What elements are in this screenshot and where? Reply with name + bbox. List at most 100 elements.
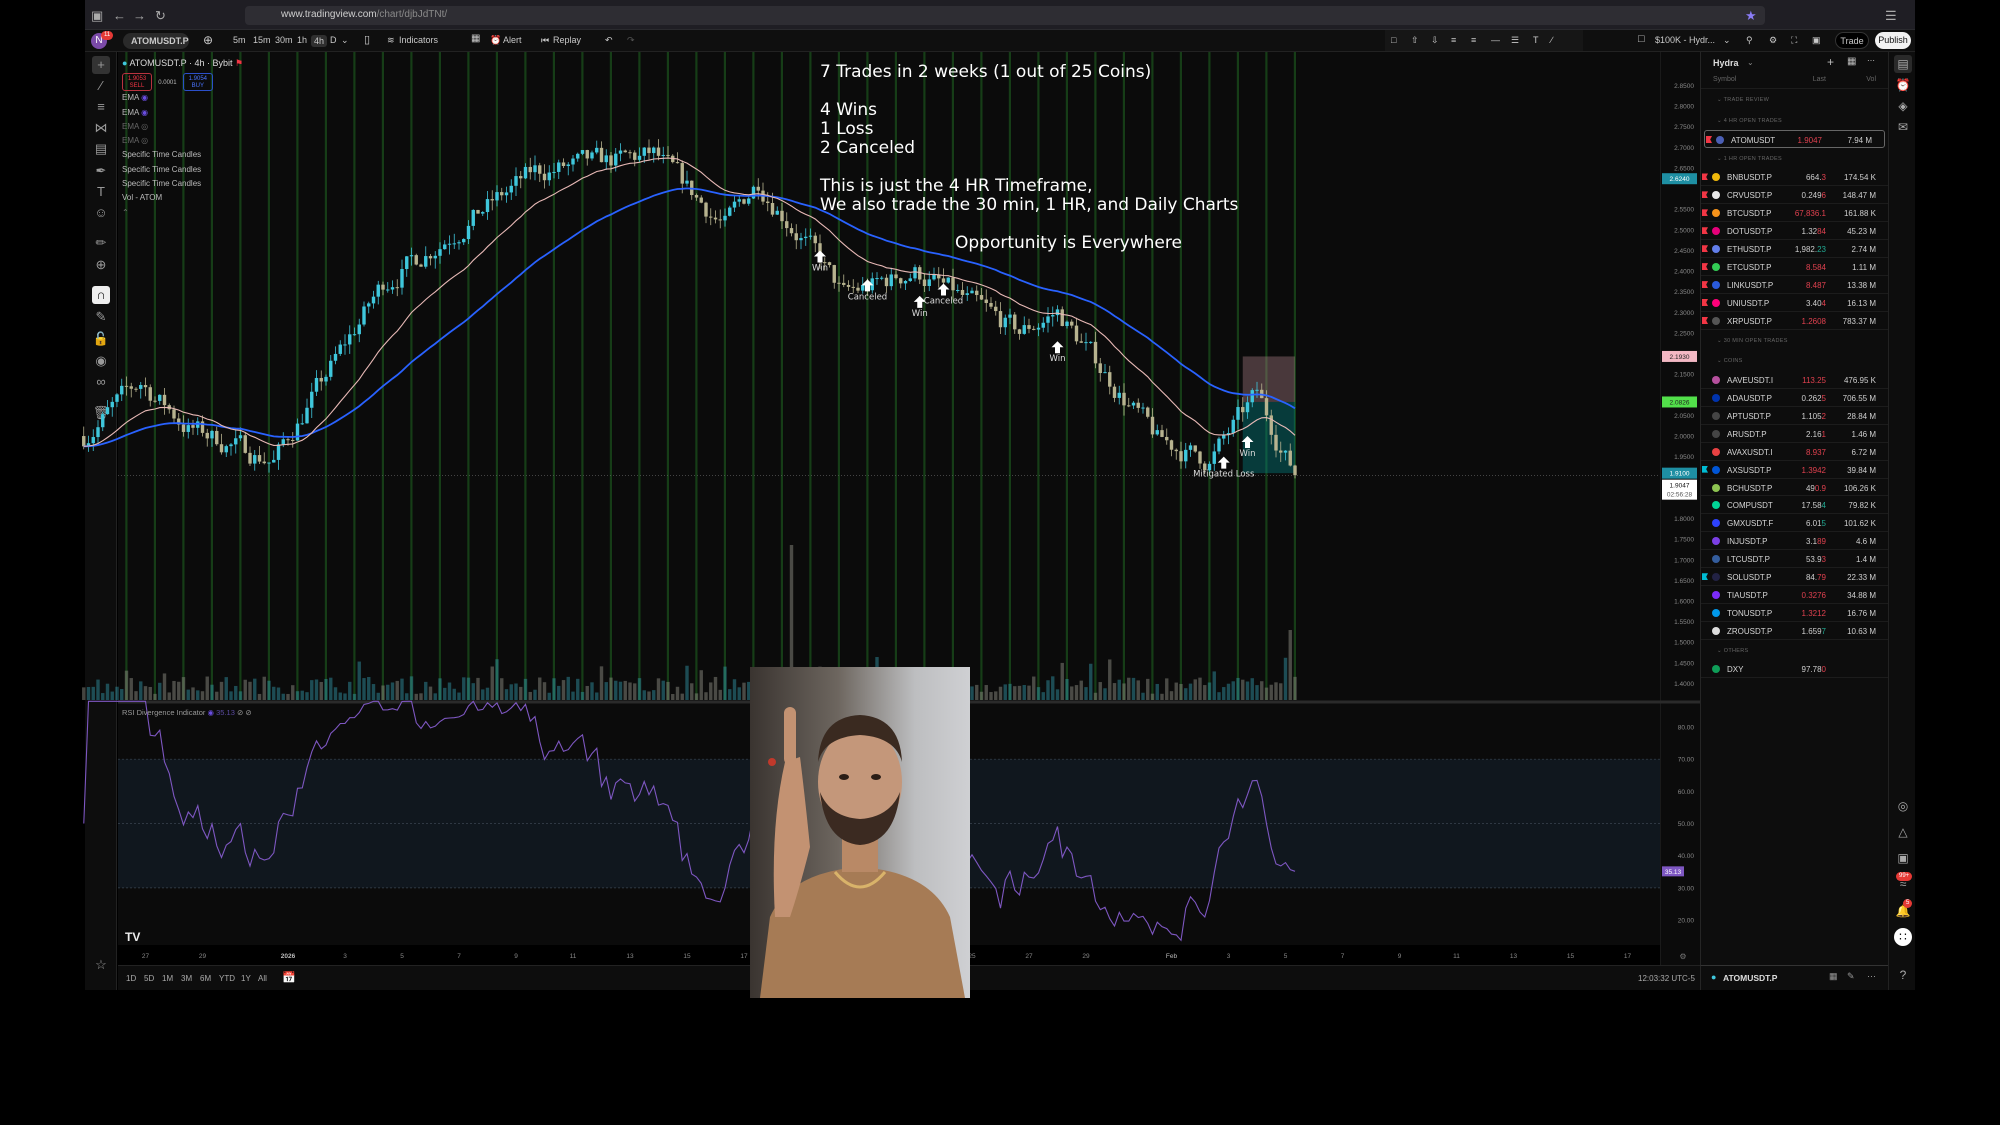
- trade-button[interactable]: Trade: [1835, 32, 1869, 49]
- range-6m[interactable]: 6M: [200, 974, 212, 983]
- more-icon[interactable]: ⋯: [1867, 971, 1876, 981]
- watchlist-section-header[interactable]: ⌄ COINS: [1717, 358, 1743, 365]
- timeframe-15m[interactable]: 15m: [253, 35, 271, 45]
- legend-volume[interactable]: Vol - ATOM: [122, 193, 163, 203]
- legend-ema-1[interactable]: EMA ◉: [122, 93, 243, 107]
- forecast-icon[interactable]: ▤: [94, 141, 108, 156]
- emoji-icon[interactable]: ☺: [94, 205, 108, 220]
- watchlist-row[interactable]: TONUSDT.P 1.3212 16.76 M: [1701, 604, 1888, 622]
- trade-marker[interactable]: Canceled: [924, 283, 963, 306]
- pattern-icon[interactable]: ⋈: [94, 120, 108, 135]
- range-ytd[interactable]: YTD: [219, 974, 235, 983]
- lock-icon[interactable]: 🔓: [92, 331, 110, 346]
- tradingview-logo[interactable]: TV: [125, 930, 141, 944]
- link-icon[interactable]: ∞: [96, 374, 106, 389]
- hide-icon[interactable]: ◉: [95, 353, 107, 368]
- watchlist-row[interactable]: APTUSDT.P 1.1052 28.84 M: [1701, 407, 1888, 425]
- watchlist-row[interactable]: BNBUSDT.P 664.3 174.54 K: [1701, 168, 1888, 187]
- watchlist-icon[interactable]: ▤: [1894, 55, 1912, 73]
- short-position-tool-icon[interactable]: ≡: [1471, 35, 1477, 45]
- forward-icon[interactable]: →: [133, 8, 146, 23]
- watchlist-row[interactable]: LTCUSDT.P 53.93 1.4 M: [1701, 550, 1888, 569]
- trade-marker[interactable]: Mitigated Loss: [1193, 456, 1255, 480]
- range-all[interactable]: All: [258, 974, 267, 983]
- layouts-grid-icon[interactable]: ▦: [471, 33, 481, 44]
- indicators-button[interactable]: Indicators: [399, 35, 439, 45]
- watchlist-row[interactable]: SOLUSDT.P 84.79 22.33 M: [1701, 568, 1888, 587]
- trade-marker[interactable]: Win: [812, 250, 828, 273]
- legend-ema-3[interactable]: EMA ◎: [122, 122, 243, 136]
- symbol-search-button[interactable]: ATOMUSDT.P: [123, 33, 189, 49]
- buy-button[interactable]: 1.9054 BUY: [182, 73, 213, 92]
- watchlist-row[interactable]: BTCUSDT.P 67,836.1 161.88 K: [1701, 204, 1888, 223]
- tabs-icon[interactable]: ▣: [91, 8, 104, 23]
- watchlist-row[interactable]: ATOMUSDT 1.9047 7.94 M: [1704, 130, 1885, 148]
- flag-icon[interactable]: [1702, 281, 1708, 289]
- watchlist-row[interactable]: ZROUSDT.P 1.6597 10.63 M: [1701, 622, 1888, 640]
- flag-icon[interactable]: [1702, 209, 1708, 217]
- replay-icon[interactable]: ⏮: [541, 35, 550, 45]
- watchlist-row[interactable]: ADAUSDT.P 0.2625 706.55 M: [1701, 389, 1888, 407]
- timeframe-d[interactable]: D: [330, 35, 337, 45]
- range-5d[interactable]: 5D: [144, 974, 155, 983]
- trade-marker[interactable]: Win: [912, 295, 928, 319]
- flag-icon[interactable]: [1702, 573, 1708, 581]
- apps-grid-icon[interactable]: ∷: [1894, 928, 1912, 946]
- timeframe-chevron-icon[interactable]: ⌄: [341, 35, 349, 45]
- watchlist-row[interactable]: UNIUSDT.P 3.404 16.13 M: [1701, 294, 1888, 312]
- watchlist-row[interactable]: CRVUSDT.P 0.2496 148.47 M: [1701, 186, 1888, 205]
- timeframe-5m[interactable]: 5m: [233, 35, 246, 45]
- sell-button[interactable]: 1.9053 SELL: [122, 73, 152, 92]
- legend-ema-2[interactable]: EMA ◉: [122, 108, 243, 122]
- snapshot-icon[interactable]: ▣: [1812, 35, 1821, 45]
- flag-icon[interactable]: [1702, 245, 1708, 253]
- quick-search-icon[interactable]: ⚲: [1746, 35, 1753, 45]
- visibility-icon[interactable]: ◉: [141, 107, 149, 117]
- watchlist-row[interactable]: ETHUSDT.P 1,982.23 2.74 M: [1701, 240, 1888, 259]
- watchlist-row[interactable]: COMPUSDT 17.584 79.82 K: [1701, 496, 1888, 515]
- undo-icon[interactable]: ↶: [605, 35, 613, 45]
- trend-line-icon[interactable]: ∕: [99, 78, 103, 93]
- axis-settings-icon[interactable]: ⚙: [1679, 952, 1686, 961]
- calendar-icon[interactable]: ▣: [1897, 851, 1909, 865]
- alert-button[interactable]: Alert: [503, 35, 522, 45]
- text-icon[interactable]: T: [97, 184, 105, 199]
- flag-icon[interactable]: [1702, 173, 1708, 181]
- arrow-up-tool-icon[interactable]: ⇧: [1411, 35, 1419, 45]
- timeframe-4h[interactable]: 4h: [311, 35, 328, 47]
- chat-icon[interactable]: ✉: [1897, 120, 1909, 134]
- fullscreen-icon[interactable]: ⛶: [1791, 35, 1798, 45]
- account-checkbox-icon[interactable]: □: [1638, 33, 1645, 45]
- url-bar[interactable]: www.tradingview.com/chart/djbJdTNt/: [245, 6, 1765, 25]
- target-icon[interactable]: ◎: [1897, 799, 1909, 813]
- watchlist-row[interactable]: XRPUSDT.P 1.2608 783.37 M: [1701, 312, 1888, 330]
- timeframe-30m[interactable]: 30m: [275, 35, 293, 45]
- watchlist-row[interactable]: AAVEUSDT.I 113.25 476.95 K: [1701, 371, 1888, 389]
- zoom-in-icon[interactable]: ⊕: [95, 257, 107, 272]
- long-position-tool-icon[interactable]: ≡: [1451, 35, 1457, 45]
- watchlist-section-header[interactable]: ⌄ 4 HR OPEN TRADES: [1717, 117, 1782, 124]
- watchlist-row[interactable]: AVAXUSDT.I 8.937 6.72 M: [1701, 443, 1888, 461]
- watchlist-row[interactable]: INJUSDT.P 3.189 4.6 M: [1701, 532, 1888, 551]
- stay-drawing-icon[interactable]: ✎: [95, 309, 107, 324]
- bookmark-star-icon[interactable]: ★: [1745, 8, 1757, 23]
- publish-button[interactable]: Publish: [1875, 32, 1911, 49]
- watchlist-row[interactable]: ETCUSDT.P 8.584 1.11 M: [1701, 258, 1888, 277]
- crosshair-icon[interactable]: +: [92, 56, 110, 74]
- brush-icon[interactable]: ✒: [95, 163, 107, 178]
- watchlist-row[interactable]: DXY 97.780: [1701, 660, 1888, 679]
- hidden-eye-icon[interactable]: ◎: [141, 136, 149, 146]
- range-1d[interactable]: 1D: [126, 974, 137, 983]
- flag-icon[interactable]: [1702, 316, 1708, 324]
- ruler-icon[interactable]: ✏: [95, 235, 107, 250]
- favorites-star-icon[interactable]: ☆: [95, 957, 107, 972]
- column-symbol[interactable]: Symbol: [1713, 76, 1737, 83]
- magnet-icon[interactable]: ∩: [92, 286, 110, 304]
- watchlist-row[interactable]: DOTUSDT.P 1.3284 45.23 M: [1701, 222, 1888, 241]
- visibility-icon[interactable]: ◉: [141, 93, 149, 103]
- watchlist-row[interactable]: TIAUSDT.P 0.3276 34.88 M: [1701, 586, 1888, 605]
- watchlist-section-header[interactable]: ⌄ 30 MIN OPEN TRADES: [1717, 337, 1788, 344]
- help-icon[interactable]: ?: [1899, 968, 1907, 982]
- flag-icon[interactable]: [1702, 191, 1708, 199]
- rsi-settings-icon[interactable]: ⊘ ⊘: [236, 708, 252, 717]
